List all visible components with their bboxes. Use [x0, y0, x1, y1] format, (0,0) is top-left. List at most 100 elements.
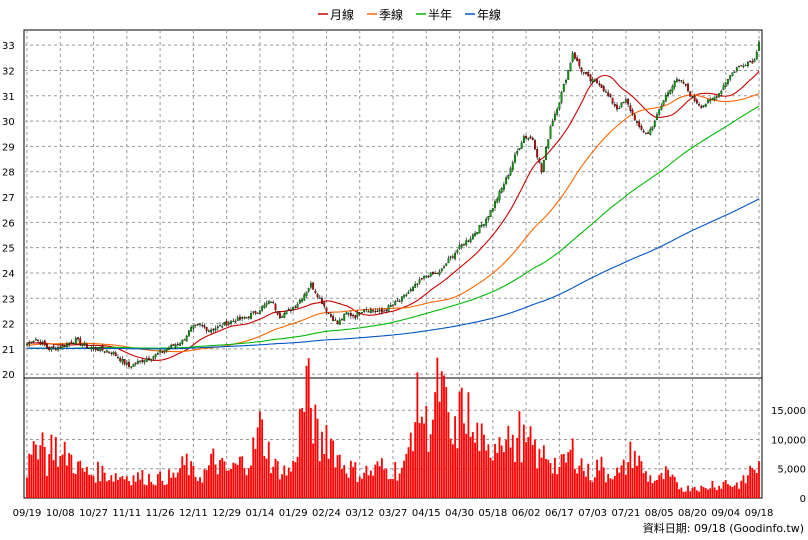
volume-bar — [259, 411, 261, 498]
volume-bar — [132, 475, 135, 498]
candle-body — [423, 275, 425, 279]
volume-bar — [221, 457, 224, 498]
candle-body — [707, 99, 709, 104]
volume-panel: 0 5,000 10,000 15,000 — [23, 357, 806, 505]
volume-bar — [108, 480, 110, 498]
volume-bar — [738, 488, 740, 498]
volume-bar — [50, 434, 53, 498]
candle-body — [449, 256, 452, 259]
candle-body — [343, 313, 346, 321]
volume-bar — [449, 438, 452, 498]
candle-body — [534, 140, 536, 150]
candle-body — [676, 79, 678, 82]
candle-body — [123, 359, 126, 365]
candle-body — [352, 315, 354, 317]
volume-bar — [558, 467, 561, 498]
volume-bar — [72, 473, 75, 498]
candle-body — [323, 302, 326, 307]
candle-body — [278, 312, 281, 319]
candle-body — [474, 233, 476, 236]
volume-bar — [103, 472, 106, 498]
volume-bar — [509, 447, 512, 498]
candle-body — [185, 335, 188, 342]
candle-body — [454, 253, 457, 259]
volume-bar — [416, 372, 419, 498]
candle-body — [755, 51, 758, 60]
candle-body — [274, 303, 277, 311]
volume-bar — [693, 486, 696, 498]
candle-body — [624, 99, 627, 103]
candle-body — [647, 132, 650, 134]
volume-bar — [39, 445, 42, 498]
volume-bar — [201, 482, 204, 498]
candle-body — [83, 342, 86, 346]
candle-body — [172, 344, 175, 346]
candle-body — [59, 346, 62, 349]
candle-body — [81, 343, 84, 346]
volume-bar — [298, 408, 301, 498]
date-tick-label: 04/30 — [445, 508, 474, 519]
candle-body — [334, 319, 337, 321]
candle-body — [139, 360, 142, 362]
volume-bar — [372, 475, 374, 498]
volume-bar — [378, 466, 381, 498]
volume-bar — [194, 476, 197, 498]
volume-bar — [680, 487, 683, 498]
candle-body — [576, 57, 579, 61]
candle-body — [489, 210, 492, 217]
volume-bar — [565, 462, 567, 498]
candle-body — [112, 351, 115, 355]
volume-bar — [684, 491, 687, 498]
date-tick-label: 05/18 — [478, 508, 507, 519]
volume-bar — [480, 423, 483, 498]
volume-bar — [143, 484, 146, 498]
candle-body — [711, 98, 714, 100]
volume-bar — [702, 487, 705, 498]
candle-body — [41, 341, 44, 344]
candle-body — [605, 91, 607, 93]
candle-body — [30, 341, 33, 344]
candle-body — [174, 344, 177, 347]
legend-label: 半年 — [428, 8, 452, 22]
volume-bar — [638, 455, 641, 498]
volume-bar — [587, 463, 590, 498]
candle-body — [170, 344, 173, 348]
candle-body — [660, 105, 663, 110]
volume-bar — [145, 485, 148, 498]
volume-bar — [598, 470, 601, 498]
candle-body — [733, 71, 736, 73]
candle-body — [414, 284, 417, 288]
candle-body — [560, 92, 563, 103]
volume-bar — [292, 460, 295, 498]
volume-bar — [489, 457, 492, 498]
volume-bar — [356, 481, 359, 498]
candle-body — [161, 351, 164, 353]
volume-bar — [715, 490, 718, 498]
volume-bar — [605, 482, 607, 498]
candle-body — [94, 347, 97, 351]
volume-bar — [647, 481, 649, 498]
volume-bar — [633, 450, 636, 498]
candle-body — [354, 315, 357, 319]
candle-body — [662, 100, 665, 106]
volume-bar — [589, 480, 592, 498]
volume-bar — [83, 471, 86, 498]
candle-body — [749, 60, 752, 62]
candle-body — [349, 313, 352, 316]
candle-body — [245, 317, 248, 319]
volume-bar — [498, 437, 501, 498]
volume-bar — [66, 465, 68, 498]
candle-body — [176, 343, 179, 345]
candle-body — [729, 75, 732, 80]
volume-bar — [365, 465, 368, 498]
ma-line-quarter — [26, 93, 760, 353]
volume-bar — [469, 436, 472, 498]
volume-bar — [447, 412, 450, 498]
volume-bar — [727, 484, 729, 498]
volume-bar — [154, 485, 157, 498]
candle-body — [270, 301, 272, 303]
candle-body — [658, 109, 661, 115]
volume-bar — [361, 478, 363, 498]
candle-body — [188, 330, 190, 337]
price-gridlines — [24, 30, 762, 378]
